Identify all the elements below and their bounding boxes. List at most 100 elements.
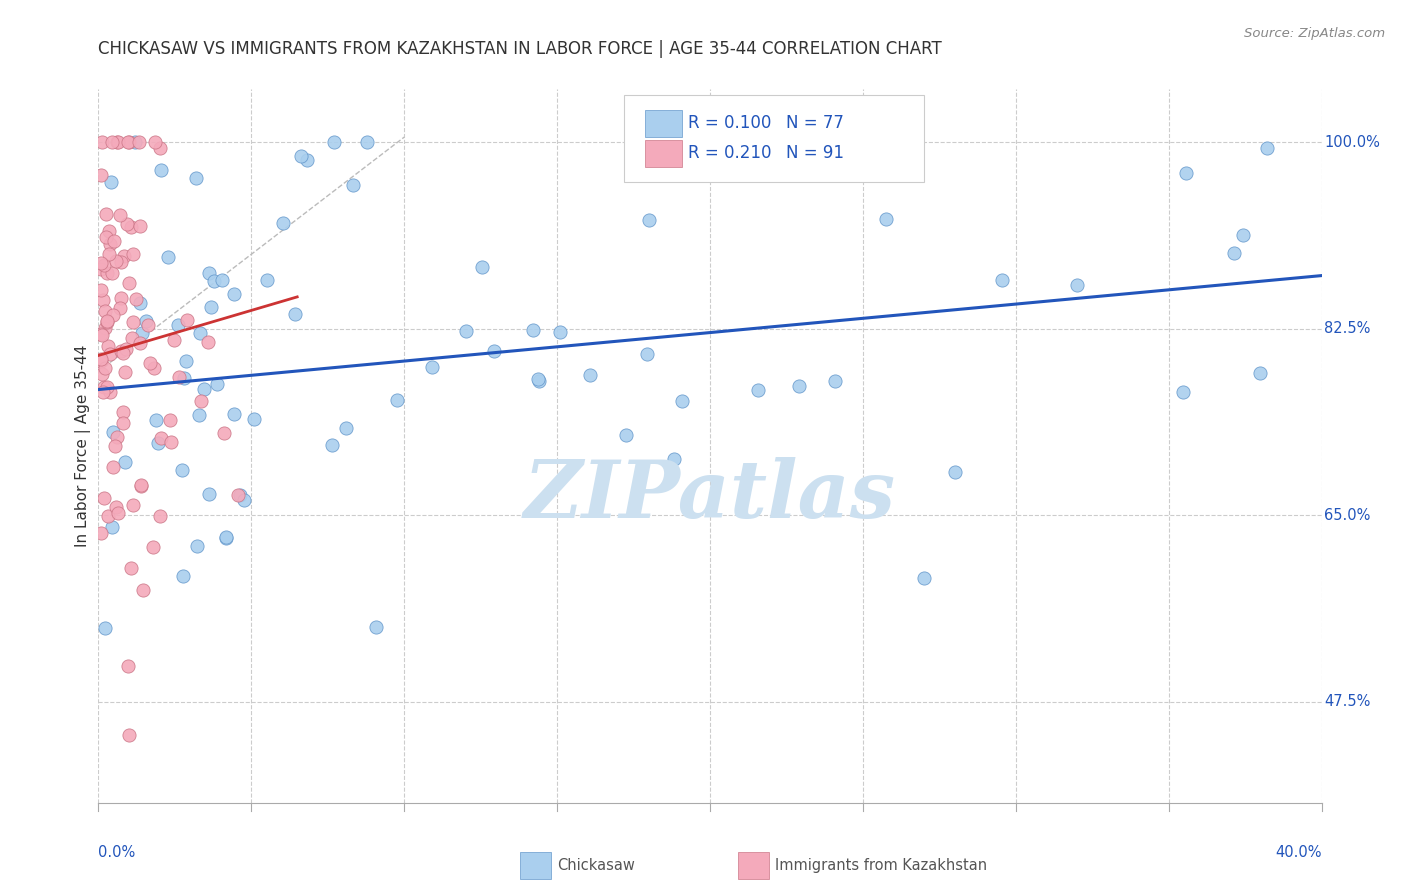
Point (121, 498, 143, 512)
Point (131, 479, 153, 493)
Point (101, 308, 124, 322)
Point (131, 326, 153, 340)
Point (666, 136, 689, 150)
Point (366, 620, 388, 634)
Point (295, 153, 318, 168)
Point (186, 170, 208, 185)
Point (97, 508, 120, 523)
Point (342, 178, 364, 192)
Point (111, 346, 134, 360)
Point (1222, 245, 1244, 260)
Point (101, 459, 124, 474)
Text: 100.0%: 100.0% (1324, 135, 1379, 150)
Point (224, 407, 246, 421)
Point (943, 465, 966, 479)
Point (110, 291, 132, 305)
Point (104, 500, 127, 514)
Point (149, 141, 172, 155)
Point (215, 532, 238, 546)
Point (107, 506, 129, 520)
Point (118, 136, 141, 150)
Point (875, 212, 897, 227)
Point (110, 343, 132, 358)
Point (90, 262, 112, 277)
Point (228, 488, 250, 502)
Point (335, 421, 357, 435)
Point (93, 385, 115, 400)
Point (105, 253, 128, 268)
Point (176, 354, 198, 368)
Point (256, 273, 278, 287)
Point (114, 455, 136, 469)
Point (145, 412, 167, 426)
Point (114, 365, 136, 379)
Text: ZIPatlas: ZIPatlas (524, 458, 896, 534)
Point (1175, 166, 1198, 180)
Point (747, 383, 769, 397)
Point (1171, 384, 1194, 399)
Point (671, 393, 693, 408)
Point (214, 530, 236, 544)
Point (125, 293, 148, 307)
Point (101, 519, 124, 533)
Point (190, 326, 212, 341)
Point (167, 318, 190, 332)
FancyBboxPatch shape (624, 95, 924, 182)
Text: 47.5%: 47.5% (1324, 694, 1371, 709)
Point (96, 266, 118, 280)
Point (636, 347, 658, 361)
Point (121, 331, 143, 345)
Point (212, 425, 235, 440)
Point (94, 320, 117, 334)
Point (578, 368, 600, 382)
Point (149, 162, 172, 177)
Point (120, 219, 142, 234)
Point (122, 315, 145, 329)
Point (117, 136, 139, 150)
Point (129, 335, 152, 350)
Point (198, 266, 221, 280)
Point (321, 438, 343, 452)
FancyBboxPatch shape (645, 110, 682, 137)
Point (93, 491, 115, 506)
Point (207, 377, 229, 392)
Point (91, 367, 114, 381)
Point (139, 356, 162, 370)
Point (991, 273, 1014, 287)
Point (176, 313, 198, 327)
Point (224, 287, 246, 301)
Point (101, 266, 124, 280)
Point (173, 371, 195, 385)
Point (93, 621, 115, 635)
Point (1232, 227, 1254, 242)
Point (420, 359, 443, 374)
Point (271, 216, 294, 230)
Point (323, 136, 346, 150)
Point (243, 411, 266, 425)
Point (97, 338, 120, 352)
Point (121, 247, 143, 261)
Point (614, 428, 637, 442)
Point (548, 325, 571, 339)
Point (90, 168, 112, 182)
Point (170, 462, 193, 476)
Point (107, 136, 129, 150)
Point (96, 379, 118, 393)
Point (150, 431, 173, 445)
Point (912, 571, 935, 585)
Point (90, 136, 112, 150)
Point (94, 361, 117, 376)
Point (103, 234, 125, 248)
Point (149, 508, 172, 523)
Point (118, 728, 141, 742)
Point (471, 260, 494, 275)
Point (98, 247, 121, 261)
Point (91, 293, 114, 308)
Point (90, 526, 112, 541)
Point (129, 219, 152, 233)
Text: 65.0%: 65.0% (1324, 508, 1371, 523)
Text: N = 91: N = 91 (786, 145, 844, 162)
Point (94, 207, 117, 221)
Point (156, 250, 179, 264)
Point (186, 539, 208, 553)
